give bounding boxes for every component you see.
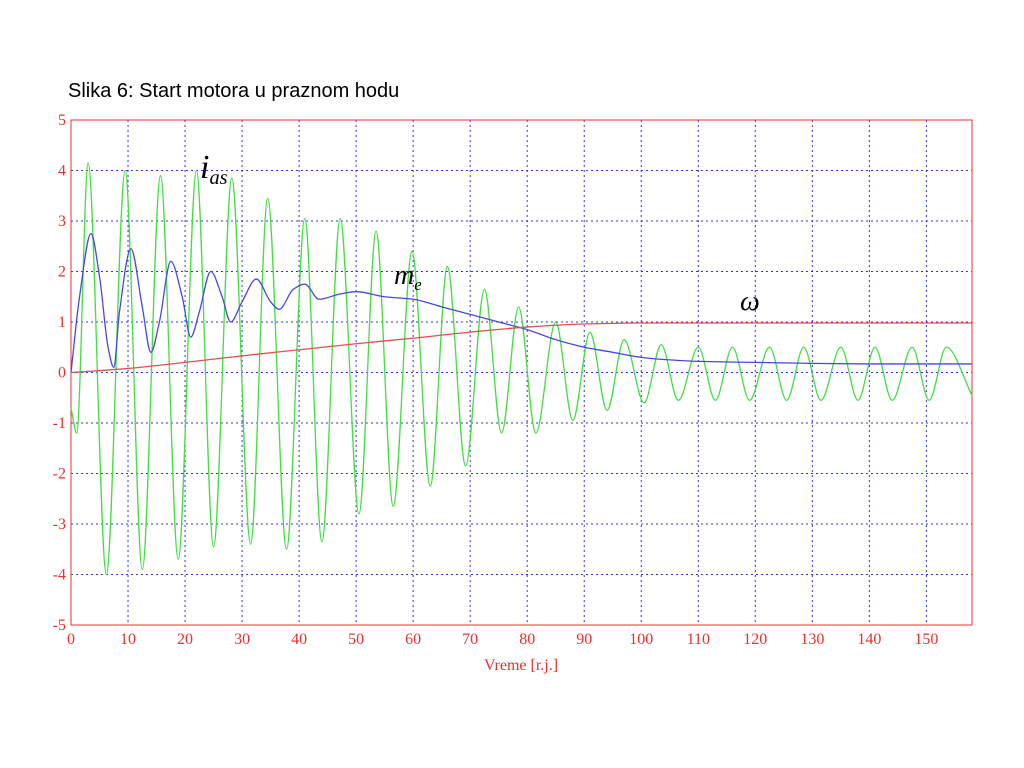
line [70, 162, 973, 576]
y-tick-label: 3 [58, 213, 66, 230]
y-tick-label: -3 [53, 516, 66, 533]
x-tick-label: 30 [234, 631, 250, 648]
line [70, 232, 972, 373]
y-tick-label: 5 [58, 112, 66, 129]
chart-title: Slika 6: Start motora u praznom hodu [68, 80, 399, 102]
x-tick-label: 20 [177, 631, 193, 648]
annotation: ias [200, 149, 228, 189]
x-tick-label: 120 [743, 631, 767, 648]
x-tick-label: 60 [405, 631, 421, 648]
x-tick-label: 130 [800, 631, 824, 648]
annotation: ω [740, 286, 760, 317]
x-tick-label: 90 [576, 631, 592, 648]
y-tick-label: -4 [53, 567, 66, 584]
y-tick-label: 4 [58, 163, 66, 180]
y-tick-label: 0 [58, 365, 66, 382]
annotation: me [394, 260, 422, 294]
x-tick-label: 50 [348, 631, 364, 648]
y-tick-label: 1 [58, 314, 66, 331]
annotation-subscript: as [209, 167, 227, 189]
x-tick-label: 40 [291, 631, 307, 648]
y-tick-label: -2 [53, 466, 66, 483]
x-tick-label: 140 [857, 631, 881, 648]
x-tick-label: 100 [629, 631, 653, 648]
y-tick-label: -1 [53, 415, 66, 432]
annotation-text: m [394, 260, 414, 291]
x-tick-label: 150 [914, 631, 938, 648]
x-tick-label: 10 [120, 631, 136, 648]
x-axis-label: Vreme [r.j.] [484, 657, 558, 674]
y-tick-label: -5 [53, 617, 66, 634]
line [70, 322, 972, 374]
x-tick-label: 80 [519, 631, 535, 648]
x-tick-label: 0 [67, 631, 75, 648]
annotation-text: ω [740, 286, 760, 317]
x-tick-label: 70 [462, 631, 478, 648]
annotation-subscript: e [414, 275, 422, 294]
y-tick-label: 2 [58, 264, 66, 281]
x-tick-label: 110 [687, 631, 710, 648]
annotation-text: i [200, 149, 209, 186]
